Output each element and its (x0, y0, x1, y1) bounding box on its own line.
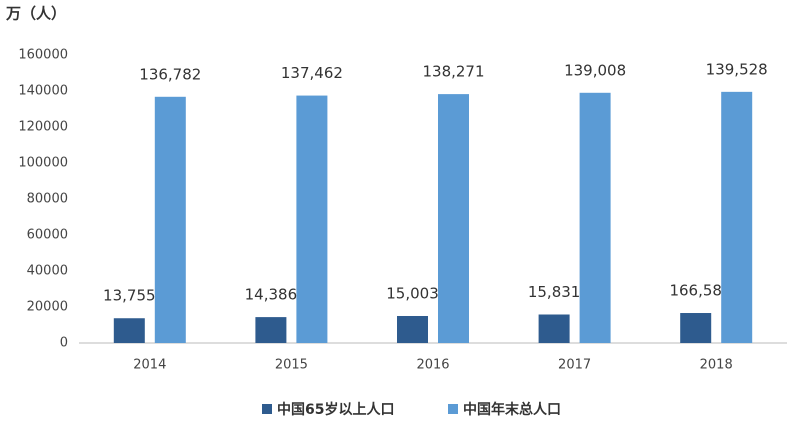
value-label: 13,755 (103, 287, 156, 305)
bar (154, 96, 186, 344)
legend-swatch (262, 404, 272, 414)
y-tick-label: 160000 (18, 48, 68, 63)
legend-label: 中国65岁以上人口 (277, 401, 394, 418)
y-tick-label: 20000 (27, 300, 68, 315)
legend-label: 中国年末总人口 (463, 401, 561, 418)
y-tick-label: 100000 (18, 156, 68, 171)
value-label: 15,003 (386, 284, 439, 302)
y-axis-label: 万（人） (5, 5, 66, 23)
bar (438, 94, 469, 343)
y-tick-label: 60000 (27, 228, 68, 243)
bar (113, 318, 145, 343)
x-tick-label: 2018 (700, 358, 733, 373)
x-tick-label: 2016 (416, 358, 449, 373)
bar (538, 314, 570, 343)
y-tick-label: 0 (60, 336, 68, 351)
x-tick-label: 2014 (133, 358, 166, 373)
value-label: 136,782 (139, 65, 201, 83)
value-label: 138,271 (422, 63, 484, 81)
value-label: 166,58 (669, 282, 722, 300)
value-label: 15,831 (528, 283, 581, 301)
y-tick-label: 40000 (27, 264, 68, 279)
y-tick-label: 80000 (27, 192, 68, 207)
legend-swatch (448, 404, 458, 414)
bar (680, 313, 712, 343)
x-tick-label: 2017 (558, 358, 591, 373)
x-tick-label: 2015 (275, 358, 308, 373)
y-tick-label: 120000 (18, 120, 68, 135)
value-label: 14,386 (245, 286, 298, 304)
y-tick-label: 140000 (18, 84, 68, 99)
value-label: 137,462 (281, 64, 343, 82)
bar (579, 92, 611, 343)
bar (296, 95, 328, 344)
bar (255, 317, 287, 343)
bar (721, 91, 753, 343)
bar (397, 315, 428, 343)
value-label: 139,528 (706, 60, 768, 78)
value-label: 139,008 (564, 61, 626, 79)
